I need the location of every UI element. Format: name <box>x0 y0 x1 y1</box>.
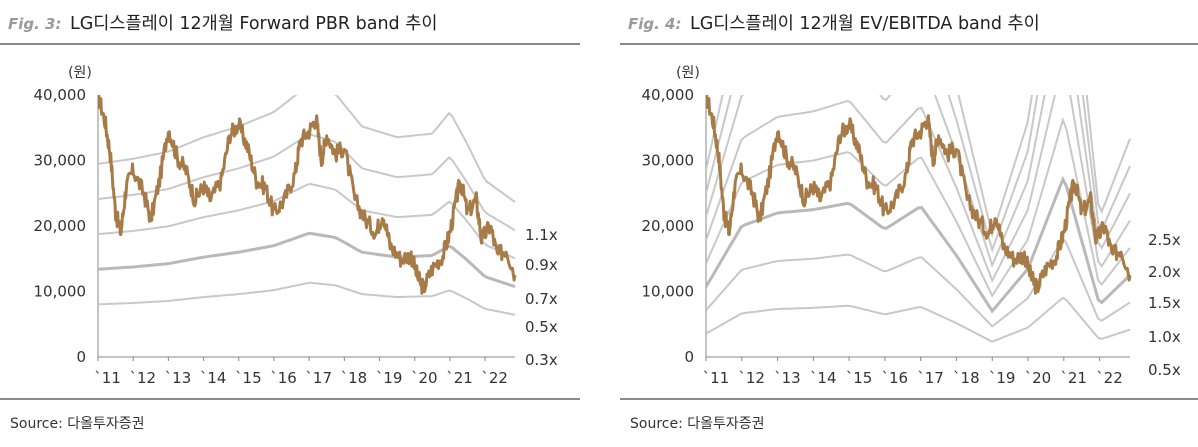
y-tick-label: 20,000 <box>34 217 87 235</box>
x-tick-label: `22 <box>481 369 508 387</box>
x-tick-label: `20 <box>411 369 438 387</box>
x-tick-label: `12 <box>738 369 765 387</box>
x-tick-label: `14 <box>200 369 227 387</box>
band-line-0.7x <box>98 182 516 260</box>
fig3-panel: Fig. 3: LG디스플레이 12개월 Forward PBR band 추이… <box>0 0 580 447</box>
x-tick-label: `18 <box>341 369 368 387</box>
fig4-label: Fig. 4: <box>628 15 682 33</box>
y-tick-label: 30,000 <box>34 152 87 170</box>
x-tick-label: `15 <box>846 369 873 387</box>
band-label: 1.5x <box>1148 294 1181 312</box>
y-tick-label: 40,000 <box>34 86 87 104</box>
y-tick-label: 10,000 <box>642 283 695 301</box>
y-tick-label: 20,000 <box>642 217 695 235</box>
x-tick-label: `19 <box>989 369 1016 387</box>
x-tick-label: `17 <box>917 369 944 387</box>
band-line-0.5x <box>98 231 516 289</box>
price-series-line <box>706 95 1132 295</box>
plot-area <box>706 95 1132 343</box>
band-label: 0.3x <box>525 351 558 369</box>
band-line-1.5x <box>706 175 1132 314</box>
x-tick-label: `16 <box>881 369 908 387</box>
y-tick-label: 10,000 <box>34 283 87 301</box>
band-label: 1.0x <box>1148 328 1181 346</box>
fig3-source: Source: 다올투자증권 <box>10 416 145 432</box>
fig3-pbr-band-chart: (원) 0 10,000 20,000 30,000 40,000 `11 `12 `13 `14… <box>34 65 558 387</box>
unit-label: (원) <box>676 65 700 81</box>
fig4-top-rule <box>620 43 1198 45</box>
x-tick-label: `11 <box>94 369 121 387</box>
x-tick-label: `14 <box>810 369 837 387</box>
band-label: 0.5x <box>525 318 558 336</box>
x-tick-label: `20 <box>1025 369 1052 387</box>
y-tick-label: 0 <box>76 348 86 366</box>
x-tick-label: `15 <box>235 369 262 387</box>
band-line-0.3x <box>98 281 516 316</box>
band-line-1.1x <box>98 95 516 203</box>
band-line-1x <box>706 236 1131 328</box>
fig4-source: Source: 다올투자증권 <box>630 416 765 432</box>
plot-area <box>98 95 517 316</box>
x-tick-label: `16 <box>270 369 297 387</box>
fig3-top-rule <box>0 43 580 45</box>
x-tick-label: `21 <box>1060 369 1087 387</box>
x-tick-label: `18 <box>953 369 980 387</box>
price-series-line <box>98 95 517 295</box>
band-label: 0.5x <box>1148 361 1181 379</box>
band-label: 1.1x <box>525 226 558 244</box>
band-label: 0.7x <box>525 290 558 308</box>
fig4-panel: Fig. 4: LG디스플레이 12개월 EV/EBITDA band 추이 (… <box>620 0 1198 447</box>
band-label: 2.0x <box>1148 263 1181 281</box>
fig4-ev-ebitda-band-chart: (원) 0 10,000 20,000 30,000 40,000 `11 `12 `13 `14… <box>642 65 1181 387</box>
fig4-bottom-rule <box>620 398 1198 400</box>
fig3-title: LG디스플레이 12개월 Forward PBR band 추이 <box>70 14 438 34</box>
band-label: 0.9x <box>525 256 558 274</box>
band-line-0.5x <box>706 296 1131 343</box>
fig3-header: Fig. 3: LG디스플레이 12개월 Forward PBR band 추이 <box>8 10 437 36</box>
fig3-label: Fig. 3: <box>8 15 62 33</box>
band-line-2x <box>706 116 1131 298</box>
x-tick-label: `12 <box>129 369 156 387</box>
x-tick-label: `21 <box>446 369 473 387</box>
band-line-3x <box>706 95 1131 269</box>
x-tick-label: `13 <box>165 369 192 387</box>
y-tick-label: 30,000 <box>642 152 695 170</box>
fig4-title: LG디스플레이 12개월 EV/EBITDA band 추이 <box>690 14 1040 34</box>
band-line-2.5x <box>706 95 1131 283</box>
x-tick-label: `11 <box>703 369 730 387</box>
x-tick-label: `17 <box>305 369 332 387</box>
y-tick-label: 40,000 <box>642 86 695 104</box>
fig3-bottom-rule <box>0 398 580 400</box>
fig4-header: Fig. 4: LG디스플레이 12개월 EV/EBITDA band 추이 <box>628 10 1040 36</box>
x-tick-label: `22 <box>1096 369 1123 387</box>
x-tick-label: `19 <box>376 369 403 387</box>
unit-label: (원) <box>68 65 92 81</box>
band-label: 2.5x <box>1148 231 1181 249</box>
x-tick-label: `13 <box>774 369 801 387</box>
y-tick-label: 0 <box>684 348 694 366</box>
